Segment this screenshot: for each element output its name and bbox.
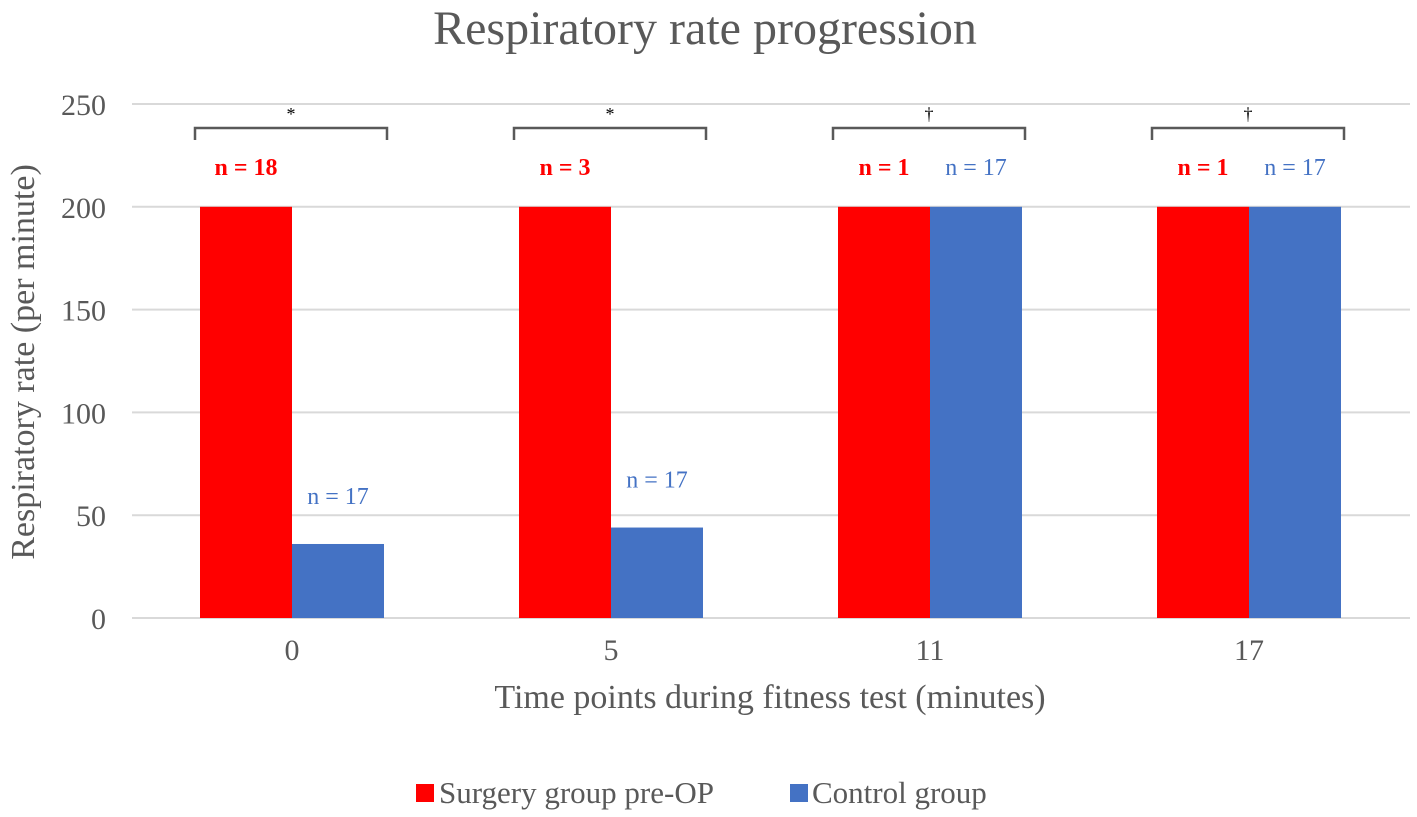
bar-control-5 [611, 527, 703, 618]
bars [200, 206, 1341, 619]
x-tick-label: 5 [604, 634, 619, 667]
bar-control-0 [292, 543, 384, 618]
x-tick-label: 17 [1234, 634, 1264, 667]
bar-surgery-17 [1157, 206, 1249, 619]
significance-marker: * [287, 104, 296, 124]
n-labels: n = 18 n = 3 n = 1 n = 1 n = 17 n = 17 n = 17 n… [214, 155, 1325, 510]
legend: Surgery group pre-OP Control group [416, 775, 987, 810]
y-tick-label: 250 [61, 89, 106, 122]
y-tick-label: 50 [76, 500, 106, 533]
chart-title: Respiratory rate progression [433, 2, 977, 55]
bar-surgery-0 [200, 206, 292, 619]
n-label-control: n = 17 [945, 155, 1007, 181]
n-label-surgery: n = 3 [539, 155, 590, 181]
significance-bracket [831, 126, 1027, 140]
significance-brackets: * * † † [193, 104, 1346, 140]
y-tick-label: 200 [61, 192, 106, 225]
x-tick-label: 11 [916, 634, 945, 667]
y-axis-title: Respiratory rate (per minute) [5, 164, 42, 560]
significance-marker: * [606, 104, 615, 124]
bar-surgery-5 [519, 206, 611, 619]
x-axis-ticks: 0 5 11 17 [285, 634, 1265, 667]
n-label-surgery: n = 1 [1177, 155, 1228, 181]
significance-marker: † [1244, 104, 1253, 124]
x-axis-title: Time points during fitness test (minutes… [494, 679, 1045, 716]
y-tick-label: 100 [61, 397, 106, 430]
legend-swatch-surgery [416, 784, 434, 802]
bar-control-17 [1249, 206, 1341, 619]
x-tick-label: 0 [285, 634, 300, 667]
significance-bracket [1150, 126, 1346, 140]
legend-swatch-control [790, 784, 808, 802]
legend-label-surgery: Surgery group pre-OP [439, 775, 714, 810]
n-label-surgery: n = 18 [214, 155, 277, 181]
n-label-surgery: n = 1 [858, 155, 909, 181]
y-tick-label: 0 [91, 603, 106, 636]
significance-bracket [193, 126, 389, 140]
y-axis-ticks: 0 50 100 150 200 250 [61, 89, 106, 636]
significance-bracket [512, 126, 708, 140]
n-label-control: n = 17 [307, 484, 369, 510]
y-tick-label: 150 [61, 295, 106, 328]
bar-surgery-11 [838, 206, 930, 619]
significance-marker: † [925, 104, 934, 124]
n-label-control: n = 17 [626, 468, 688, 494]
n-label-control: n = 17 [1264, 155, 1326, 181]
legend-label-control: Control group [812, 775, 987, 810]
bar-control-11 [930, 206, 1022, 619]
